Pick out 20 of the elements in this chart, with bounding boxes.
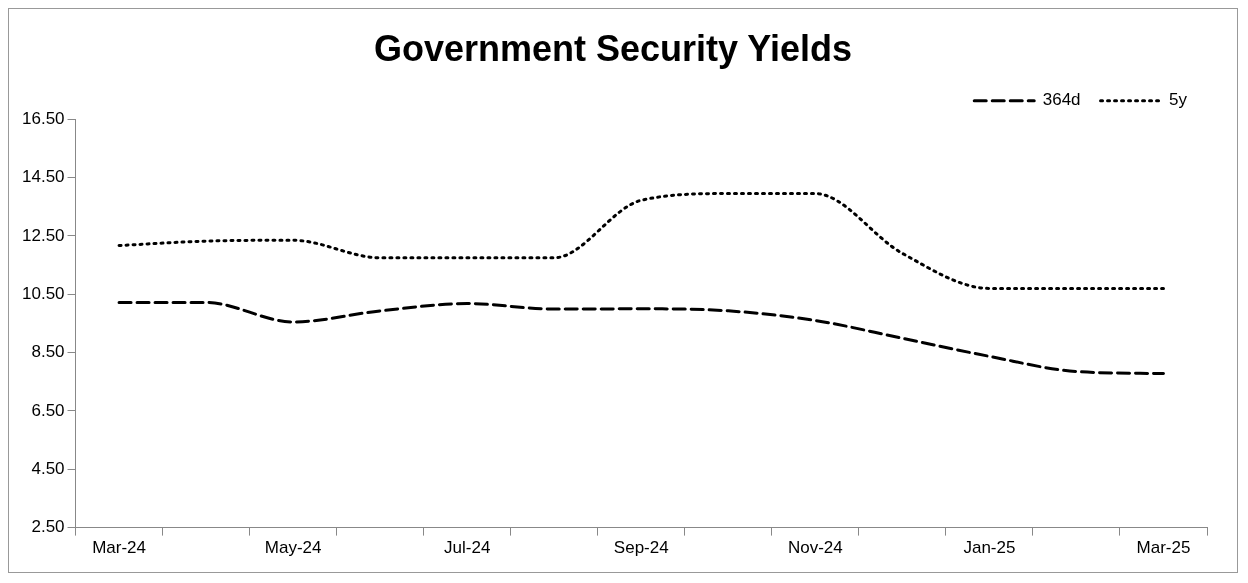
legend-label: 5y [1169, 90, 1188, 110]
line-series [117, 192, 1165, 290]
line-series [117, 300, 1165, 376]
legend-label: 364d [1042, 90, 1081, 110]
y-tick-label: 4.50 [31, 458, 65, 478]
y-tick-label: 6.50 [31, 400, 65, 420]
x-tick-label: Nov-24 [787, 538, 843, 558]
x-tick-label: Jan-25 [963, 538, 1016, 558]
chart-title: Government Security Yields [373, 27, 853, 69]
y-tick-label: 16.50 [21, 108, 65, 128]
x-tick-label: Mar-25 [1136, 538, 1191, 558]
y-tick-label: 10.50 [21, 283, 65, 303]
x-tick-label: May-24 [264, 538, 322, 558]
y-tick-label: 14.50 [21, 167, 65, 187]
y-tick-label: 12.50 [21, 225, 65, 245]
y-tick-label: 2.50 [31, 517, 65, 537]
x-tick-label: Sep-24 [613, 538, 669, 558]
x-tick-label: Jul-24 [444, 538, 491, 558]
x-tick-label: Mar-24 [92, 538, 146, 558]
y-tick-label: 8.50 [31, 342, 65, 362]
